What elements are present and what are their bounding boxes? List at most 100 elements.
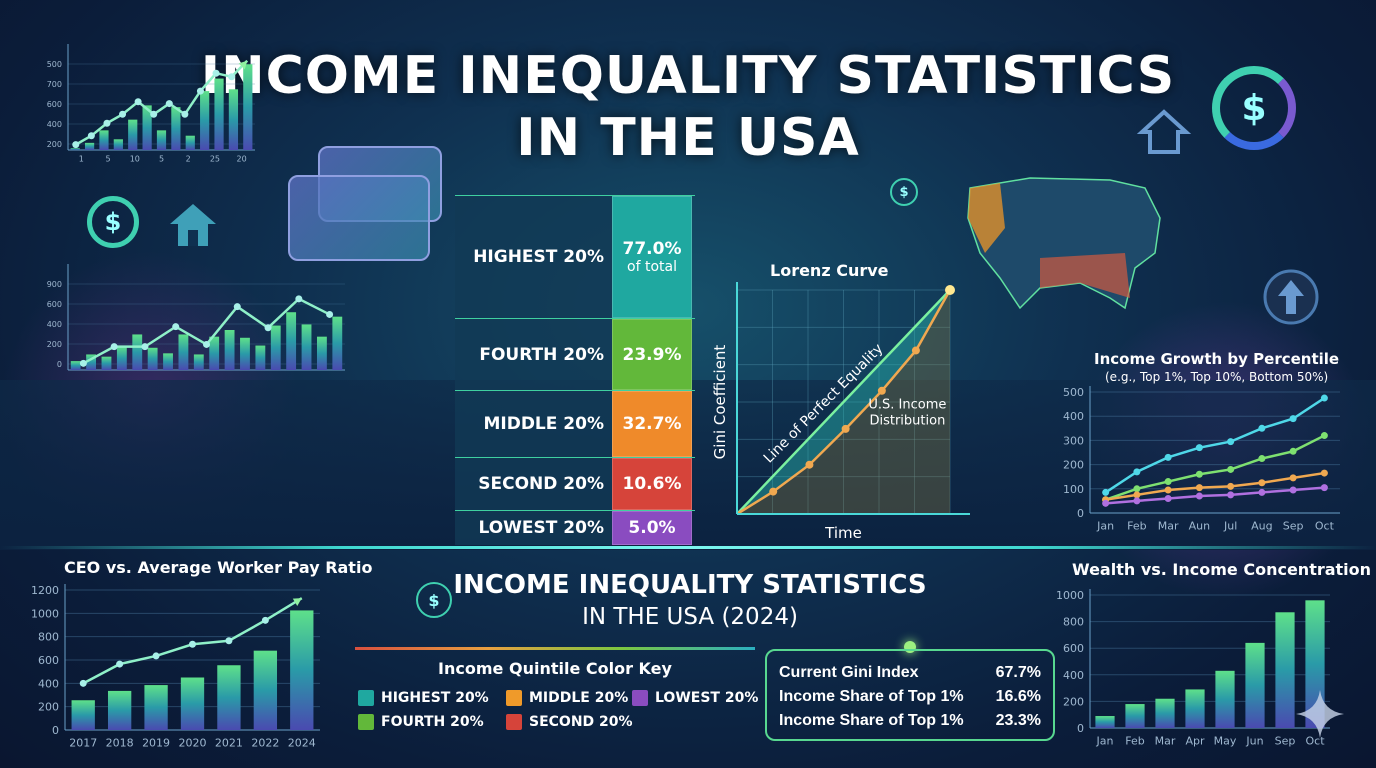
data-point [87, 132, 95, 140]
bar [142, 105, 152, 150]
quintile-label: SECOND 20% [455, 458, 612, 510]
data-point [1258, 455, 1266, 463]
distribution-area [737, 290, 950, 514]
bar [1095, 716, 1115, 728]
data-point [1258, 479, 1266, 487]
data-point [141, 343, 149, 351]
data-point [911, 346, 920, 355]
house-icon [1136, 109, 1192, 154]
data-point [1133, 485, 1141, 493]
y-tick-label: 300 [1063, 434, 1084, 447]
x-tick-label: 5 [159, 154, 164, 163]
quintile-value: 32.7% [622, 414, 682, 434]
ceo-chart-title: CEO vs. Average Worker Pay Ratio [64, 558, 373, 577]
data-point [1164, 478, 1172, 486]
bar [178, 334, 189, 370]
house-icon [170, 204, 216, 246]
quintile-note: of total [627, 259, 677, 275]
bar [1275, 612, 1295, 728]
y-tick-label: 500 [47, 60, 62, 69]
y-tick-label: 400 [47, 120, 62, 129]
quintile-label: FOURTH 20% [455, 319, 612, 390]
bar [200, 91, 210, 150]
quintile-label: HIGHEST 20% [455, 196, 612, 318]
data-point [103, 119, 111, 127]
series-line [1104, 397, 1326, 494]
dollar-icon: $ [890, 178, 918, 206]
x-tick-label: Aug [1251, 520, 1272, 533]
data-point [110, 343, 118, 351]
color-key-item: FOURTH 20% [358, 714, 484, 730]
x-tick-label: Jul [1223, 520, 1237, 533]
y-tick-label: 100 [1063, 483, 1084, 496]
series-line [1105, 486, 1325, 505]
line-of-equality [736, 289, 951, 515]
bar [228, 89, 239, 150]
quintile-row: LOWEST 20% 5.0% [455, 510, 695, 545]
data-point [1227, 465, 1235, 473]
data-point [228, 73, 236, 81]
data-point [150, 110, 158, 118]
quintile-label: LOWEST 20% [455, 511, 612, 545]
data-point [1289, 486, 1297, 494]
x-tick-label: Mar [1155, 735, 1176, 748]
data-point [1195, 444, 1203, 452]
x-tick-label: 2024 [288, 737, 316, 750]
wealth-chart-title: Wealth vs. Income Concentration [1072, 560, 1372, 579]
data-point [189, 640, 196, 648]
data-point [1164, 494, 1172, 502]
bar [84, 142, 95, 150]
bar [113, 139, 123, 150]
data-point [1320, 432, 1328, 440]
y-tick-label: 500 [1063, 386, 1084, 399]
x-tick-label: Sep [1275, 735, 1296, 748]
x-tick-label: Jun [1245, 735, 1263, 748]
data-point [1289, 415, 1297, 423]
y-tick-label: 200 [1063, 459, 1084, 472]
subtitle-year: IN THE USA (2024) [582, 604, 798, 630]
usa-map-icon [967, 177, 1161, 310]
bar [128, 119, 138, 150]
y-tick-label: 200 [38, 701, 59, 714]
y-tick-label: 400 [47, 320, 62, 329]
data-point [203, 340, 210, 348]
bar [193, 354, 204, 370]
bar [163, 353, 173, 370]
bar [1185, 689, 1205, 728]
data-point [79, 679, 87, 687]
quintile-value-bar: 10.6% [612, 458, 692, 510]
data-point [1227, 438, 1235, 446]
quintile-value: 5.0% [628, 518, 676, 538]
quintile-value-bar: 77.0% of total [612, 196, 692, 318]
data-point [1133, 497, 1141, 505]
y-tick-label: 800 [38, 631, 59, 644]
y-tick-label: 600 [38, 654, 59, 667]
series-line [1105, 471, 1325, 501]
color-swatch [358, 714, 374, 730]
x-tick-label: Feb [1125, 735, 1144, 748]
bar [147, 347, 158, 370]
data-point [225, 637, 233, 645]
y-tick-label: 0 [57, 360, 62, 369]
bar [171, 107, 181, 150]
x-tick-label: Mar [1158, 520, 1179, 533]
data-point [1102, 488, 1110, 496]
quintile-value-bar: 23.9% [612, 319, 692, 390]
bar [107, 690, 132, 730]
data-point [119, 110, 127, 118]
y-tick-label: 200 [47, 140, 62, 149]
y-tick-label: 0 [1077, 507, 1084, 520]
quintile-label: MIDDLE 20% [455, 391, 612, 457]
trend-arrowhead [292, 598, 302, 606]
page-title: INCOME INEQUALITY STATISTICS [200, 46, 1176, 106]
data-point [196, 87, 204, 95]
dollar-icon: $ [87, 196, 139, 248]
data-point [1227, 491, 1235, 499]
ceo-pay-ratio-chart: 0 200 400 600 800 1000 1200 2017 2018 2019 2020 202… [31, 584, 320, 750]
x-tick-label: 2021 [215, 737, 243, 750]
bar [156, 130, 167, 150]
y-tick-label: 1000 [1056, 589, 1084, 602]
bar [209, 336, 220, 370]
